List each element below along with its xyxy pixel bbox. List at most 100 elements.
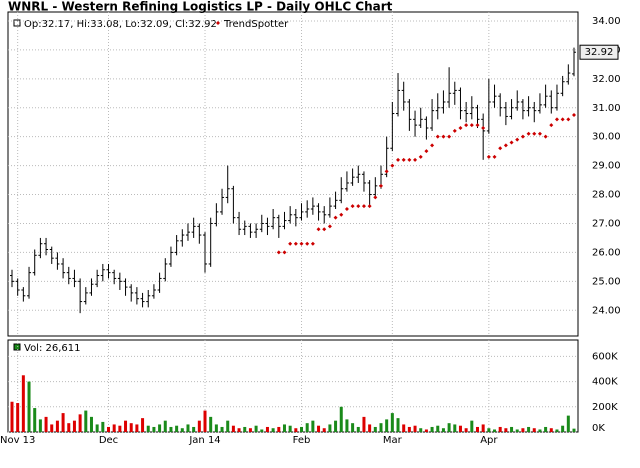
legend-volume: Vol: 26,611 bbox=[24, 343, 81, 354]
trendspotter-dot bbox=[367, 204, 372, 209]
volume-bar bbox=[152, 426, 156, 432]
volume-bar bbox=[158, 424, 162, 432]
legend-trend: TrendSpotter bbox=[223, 19, 289, 30]
volume-bar bbox=[21, 375, 25, 432]
x-tick-label: Mar bbox=[383, 435, 403, 446]
volume-bar bbox=[55, 420, 59, 432]
trendspotter-dot bbox=[572, 112, 576, 117]
volume-bar bbox=[311, 420, 315, 432]
volume-bar bbox=[328, 424, 332, 432]
volume-bar bbox=[532, 428, 536, 432]
trendspotter-dot bbox=[560, 117, 565, 122]
volume-bar bbox=[84, 410, 88, 432]
volume-bar bbox=[129, 423, 133, 432]
volume-bar bbox=[561, 425, 565, 432]
volume-bar bbox=[72, 420, 76, 432]
trendspotter-dot bbox=[418, 154, 423, 159]
volume-icon bbox=[13, 343, 21, 351]
trendspotter-dot bbox=[384, 169, 389, 174]
volume-bar bbox=[38, 419, 42, 432]
y-tick-label: 30.00 bbox=[592, 132, 621, 143]
volume-bar bbox=[135, 424, 139, 432]
legend-ohlc: Op:32.17, Hi:33.08, Lo:32.09, Cl:32.92 bbox=[24, 19, 217, 30]
volume-bar bbox=[33, 408, 37, 432]
volume-bar bbox=[419, 428, 423, 432]
volume-bar bbox=[407, 426, 411, 432]
volume-bar bbox=[248, 428, 252, 432]
volume-bar bbox=[441, 428, 445, 432]
volume-bar bbox=[265, 426, 269, 432]
trendspotter-dot bbox=[515, 137, 520, 142]
y2-tick-label: 600K bbox=[592, 351, 618, 362]
volume-bar bbox=[300, 426, 304, 432]
volume-bar bbox=[220, 426, 224, 432]
volume-bar bbox=[334, 420, 338, 432]
y-tick-label: 27.00 bbox=[592, 218, 621, 229]
x-tick-label: Dec bbox=[99, 435, 118, 446]
volume-bar bbox=[504, 428, 508, 432]
y-tick-label: 34.00 bbox=[592, 16, 621, 27]
volume-bar bbox=[356, 426, 360, 432]
trendspotter-dot bbox=[503, 143, 508, 148]
volume-bar bbox=[317, 425, 321, 432]
trendspotter-dot bbox=[305, 241, 310, 246]
volume-bar bbox=[243, 426, 247, 432]
trendspotter-dot bbox=[498, 146, 503, 151]
trendspotter-dot bbox=[333, 215, 338, 220]
volume-bar bbox=[527, 426, 531, 432]
legend-trend-icon bbox=[216, 21, 220, 25]
volume-bar bbox=[368, 424, 372, 432]
volume-bar bbox=[282, 424, 286, 432]
trendspotter-dot bbox=[401, 157, 406, 162]
trendspotter-dot bbox=[316, 227, 321, 232]
volume-bar bbox=[294, 428, 298, 432]
y-tick-label: 29.00 bbox=[592, 161, 621, 172]
trendspotter-dot bbox=[481, 126, 486, 131]
last-price-box bbox=[579, 44, 619, 60]
volume-bar bbox=[379, 423, 383, 432]
trendspotter-dot bbox=[276, 250, 281, 255]
volume-bar bbox=[498, 426, 502, 432]
chart-title: WNRL - Western Refining Logistics LP - D… bbox=[8, 0, 393, 14]
volume-bar bbox=[67, 423, 71, 432]
volume-bar bbox=[277, 426, 281, 432]
trendspotter-dot bbox=[447, 134, 452, 139]
trendspotter-dot bbox=[396, 157, 401, 162]
last-price: 32.92 bbox=[585, 47, 614, 58]
trendspotter-dot bbox=[464, 123, 469, 128]
volume-bar bbox=[481, 424, 485, 432]
volume-bar bbox=[50, 424, 54, 432]
trendspotter-dot bbox=[373, 195, 378, 200]
trendspotter-dot bbox=[458, 126, 463, 131]
volume-bar bbox=[305, 423, 309, 432]
volume-bar bbox=[107, 426, 111, 432]
trendspotter-dot bbox=[520, 134, 525, 139]
volume-bar bbox=[271, 428, 275, 432]
volume-bar bbox=[351, 423, 355, 432]
trendspotter-dot bbox=[554, 117, 559, 122]
volume-bar bbox=[396, 418, 400, 432]
volume-bar bbox=[470, 420, 474, 432]
volume-bar bbox=[214, 424, 218, 432]
trendspotter-dot bbox=[486, 154, 491, 159]
trendspotter-dot bbox=[526, 131, 531, 136]
volume-bar bbox=[10, 401, 14, 432]
trendspotter-dot bbox=[566, 117, 571, 122]
volume-bar bbox=[95, 424, 99, 432]
volume-bar bbox=[78, 414, 82, 432]
x-tick-label: Nov 13 bbox=[0, 435, 35, 446]
trendspotter-dot bbox=[543, 134, 548, 139]
volume-bar bbox=[464, 428, 468, 432]
volume-bar bbox=[322, 428, 326, 432]
trendspotter-dot bbox=[424, 149, 429, 154]
trendspotter-dot bbox=[356, 204, 361, 209]
trendspotter-dot bbox=[430, 143, 435, 148]
volume-bar bbox=[413, 425, 417, 432]
volume-bar bbox=[141, 418, 145, 432]
y2-tick-label: 400K bbox=[592, 377, 618, 388]
volume-bar bbox=[544, 426, 548, 432]
volume-bar bbox=[436, 425, 440, 432]
volume-bar bbox=[458, 425, 462, 432]
y-tick-label: 26.00 bbox=[592, 247, 621, 258]
